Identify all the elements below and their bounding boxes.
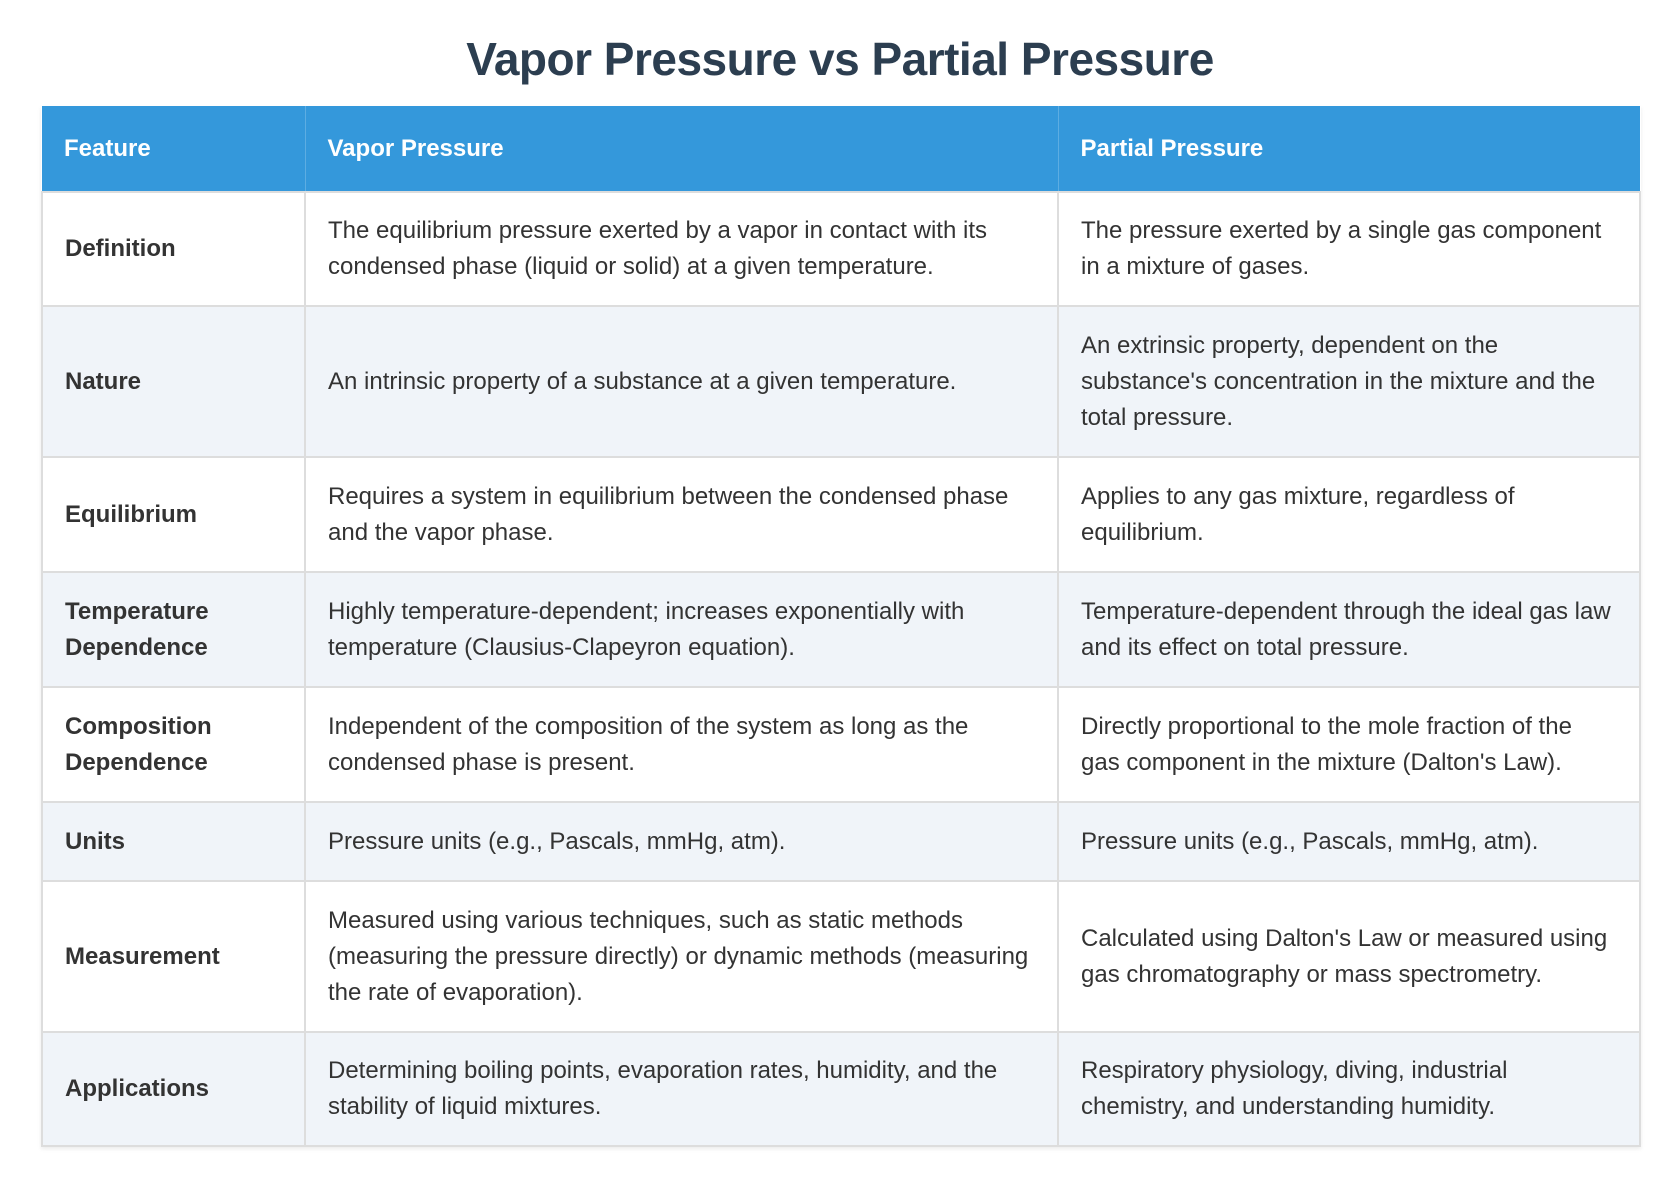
partial-pressure-cell: The pressure exerted by a single gas com… bbox=[1057, 191, 1641, 307]
vapor-pressure-cell: Highly temperature-dependent; increases … bbox=[304, 571, 1059, 688]
feature-cell: Definition bbox=[41, 191, 306, 307]
feature-cell: Units bbox=[41, 801, 306, 882]
feature-cell: Composition Dependence bbox=[41, 686, 306, 803]
partial-pressure-cell: Pressure units (e.g., Pascals, mmHg, atm… bbox=[1057, 801, 1641, 882]
vapor-pressure-cell: Requires a system in equilibrium between… bbox=[304, 456, 1059, 573]
header-row: Feature Vapor Pressure Partial Pressure bbox=[42, 106, 1640, 193]
page-title: Vapor Pressure vs Partial Pressure bbox=[466, 33, 1214, 85]
column-header-partial-pressure: Partial Pressure bbox=[1057, 106, 1640, 193]
partial-pressure-cell: An extrinsic property, dependent on the … bbox=[1057, 305, 1641, 458]
vapor-pressure-cell: Independent of the composition of the sy… bbox=[304, 686, 1059, 803]
feature-cell: Nature bbox=[41, 305, 306, 458]
partial-pressure-cell: Calculated using Dalton's Law or measure… bbox=[1057, 880, 1641, 1033]
table-body: Definition The equilibrium pressure exer… bbox=[41, 191, 1641, 1147]
column-header-feature: Feature bbox=[42, 106, 306, 193]
vapor-pressure-cell: Determining boiling points, evaporation … bbox=[304, 1031, 1059, 1147]
partial-pressure-cell: Directly proportional to the mole fracti… bbox=[1057, 686, 1641, 803]
partial-pressure-cell: Temperature-dependent through the ideal … bbox=[1057, 571, 1641, 688]
partial-pressure-cell: Respiratory physiology, diving, industri… bbox=[1057, 1031, 1641, 1147]
table-row-applications: Applications Determining boiling points,… bbox=[41, 1031, 1641, 1147]
feature-cell: Measurement bbox=[41, 880, 306, 1033]
table-row-definition: Definition The equilibrium pressure exer… bbox=[41, 191, 1641, 307]
partial-pressure-cell: Applies to any gas mixture, regardless o… bbox=[1057, 456, 1641, 573]
table-row-units: Units Pressure units (e.g., Pascals, mmH… bbox=[41, 801, 1641, 882]
table-row-composition-dependence: Composition Dependence Independent of th… bbox=[41, 686, 1641, 803]
vapor-pressure-cell: Measured using various techniques, such … bbox=[304, 880, 1059, 1033]
vapor-pressure-cell: Pressure units (e.g., Pascals, mmHg, atm… bbox=[304, 801, 1059, 882]
feature-cell: Temperature Dependence bbox=[41, 571, 306, 688]
feature-cell: Applications bbox=[41, 1031, 306, 1147]
comparison-table: Feature Vapor Pressure Partial Pressure … bbox=[41, 106, 1641, 1147]
table-header: Feature Vapor Pressure Partial Pressure bbox=[42, 106, 1640, 193]
table-row-nature: Nature An intrinsic property of a substa… bbox=[41, 305, 1641, 458]
table-row-equilibrium: Equilibrium Requires a system in equilib… bbox=[41, 456, 1641, 573]
column-header-vapor-pressure: Vapor Pressure bbox=[304, 106, 1059, 193]
table-row-temperature-dependence: Temperature Dependence Highly temperatur… bbox=[41, 571, 1641, 688]
vapor-pressure-cell: An intrinsic property of a substance at … bbox=[304, 305, 1059, 458]
feature-cell: Equilibrium bbox=[41, 456, 306, 573]
table-row-measurement: Measurement Measured using various techn… bbox=[41, 880, 1641, 1033]
vapor-pressure-cell: The equilibrium pressure exerted by a va… bbox=[304, 191, 1059, 307]
